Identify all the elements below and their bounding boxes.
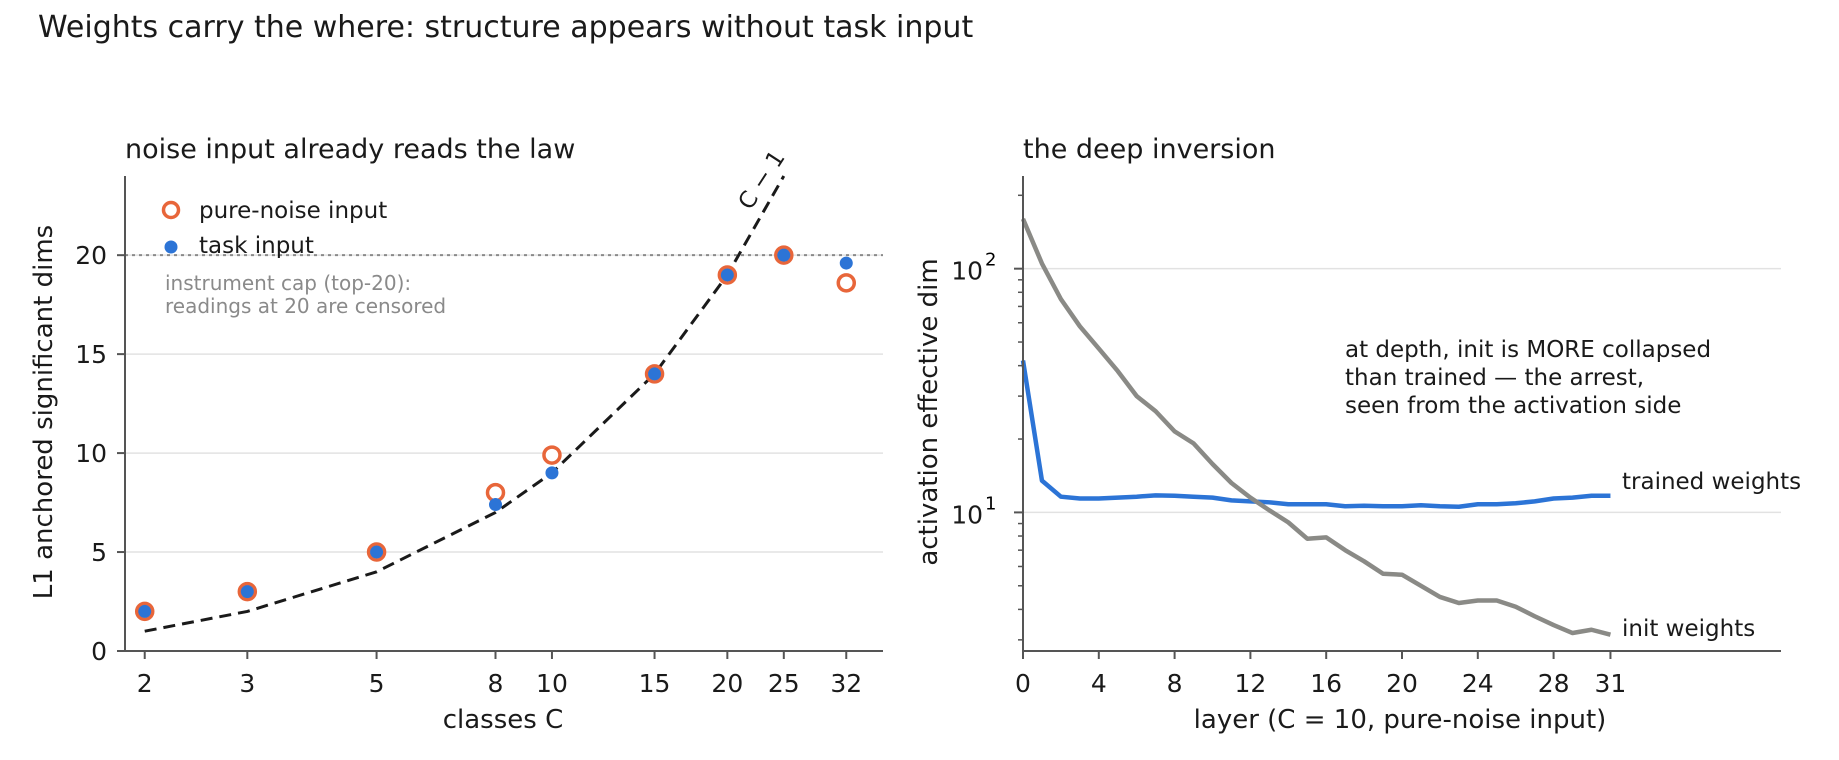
fit-curve-label: C − 1 <box>734 146 791 214</box>
left-y-ticks: 0 5 10 15 20 <box>75 241 125 666</box>
right-x-axis-label: layer (C = 10, pure-noise input) <box>1194 705 1607 735</box>
left-y-axis-label: L1 anchored significant dims <box>29 225 59 599</box>
left-fit-curve <box>144 175 786 633</box>
annotation-line-1: at depth, init is MORE collapsed <box>1345 337 1711 363</box>
left-x-tick-label: 32 <box>830 669 862 698</box>
task-point <box>488 498 502 512</box>
task-point <box>839 256 853 270</box>
left-y-tick-label: 10 <box>75 439 107 468</box>
right-x-tick-label: 28 <box>1538 669 1570 698</box>
fit-curve <box>144 175 786 633</box>
right-y-axis-label: activation effective dim <box>914 258 944 565</box>
right-y-tick-label: 10 <box>951 500 983 529</box>
left-x-tick-label: 5 <box>369 669 385 698</box>
task-point <box>138 604 152 618</box>
legend-noise-marker <box>161 200 181 220</box>
figure-title: Weights carry the where: structure appea… <box>38 10 973 45</box>
right-x-tick-label: 31 <box>1595 669 1627 698</box>
panel-left: noise input already reads the law 2 3 5 8 10… <box>29 134 883 735</box>
left-legend: pure-noise input task input <box>161 198 387 259</box>
right-x-tick-label: 16 <box>1310 669 1342 698</box>
left-y-tick-label: 20 <box>75 241 107 270</box>
left-y-tick-label: 15 <box>75 340 107 369</box>
legend-noise-label: pure-noise input <box>199 198 387 224</box>
right-x-tick-label: 8 <box>1167 669 1183 698</box>
right-gridlines <box>1023 267 1781 514</box>
left-x-axis-label: classes C <box>443 705 564 735</box>
task-point <box>545 466 559 480</box>
left-x-ticks: 2 3 5 8 10 15 20 25 32 <box>137 651 862 698</box>
left-x-tick-label: 10 <box>536 669 568 698</box>
left-x-tick-label: 20 <box>711 669 743 698</box>
cap-note-line-2: readings at 20 are censored <box>165 294 446 318</box>
right-series-lines <box>1020 218 1612 637</box>
legend-task-marker <box>164 240 178 254</box>
task-point <box>370 545 384 559</box>
left-task-series <box>138 248 853 618</box>
task-point <box>720 268 734 282</box>
right-x-tick-label: 4 <box>1091 669 1107 698</box>
panel-right: the deep inversion 0 4 8 12 16 20 24 28 31 10 210… <box>914 134 1801 735</box>
left-x-tick-label: 25 <box>768 669 800 698</box>
init-weights-label: init weights <box>1622 616 1755 642</box>
left-y-tick-label: 5 <box>91 538 107 567</box>
right-x-tick-label: 12 <box>1234 669 1266 698</box>
annotation-line-2: than trained — the arrest, <box>1345 365 1644 391</box>
right-x-tick-label: 0 <box>1015 669 1031 698</box>
right-x-tick-label: 20 <box>1386 669 1418 698</box>
trained-weights-line <box>1020 360 1611 509</box>
right-x-ticks: 0 4 8 12 16 20 24 28 31 <box>1015 651 1626 698</box>
cap-note-line-1: instrument cap (top-20): <box>165 271 411 295</box>
noise-point <box>542 445 562 465</box>
left-x-tick-label: 8 <box>488 669 504 698</box>
trained-weights-label: trained weights <box>1622 469 1801 495</box>
left-x-tick-label: 3 <box>239 669 255 698</box>
left-y-tick-label: 0 <box>91 637 107 666</box>
right-panel-title: the deep inversion <box>1023 134 1275 165</box>
legend-task-label: task input <box>199 233 314 259</box>
left-x-tick-label: 2 <box>137 669 153 698</box>
init-weights-line <box>1020 218 1612 637</box>
right-y-tick-exponent: 1 <box>985 493 996 514</box>
noise-point <box>836 273 857 293</box>
left-panel-title: noise input already reads the law <box>125 134 575 165</box>
right-x-tick-label: 24 <box>1462 669 1494 698</box>
task-point <box>648 367 662 381</box>
left-x-tick-label: 15 <box>639 669 671 698</box>
right-y-tick-exponent: 2 <box>985 250 996 271</box>
right-y-tick-label: 10 <box>951 257 983 286</box>
task-point <box>240 585 254 599</box>
annotation-line-3: seen from the activation side <box>1345 393 1681 419</box>
task-point <box>777 248 791 262</box>
